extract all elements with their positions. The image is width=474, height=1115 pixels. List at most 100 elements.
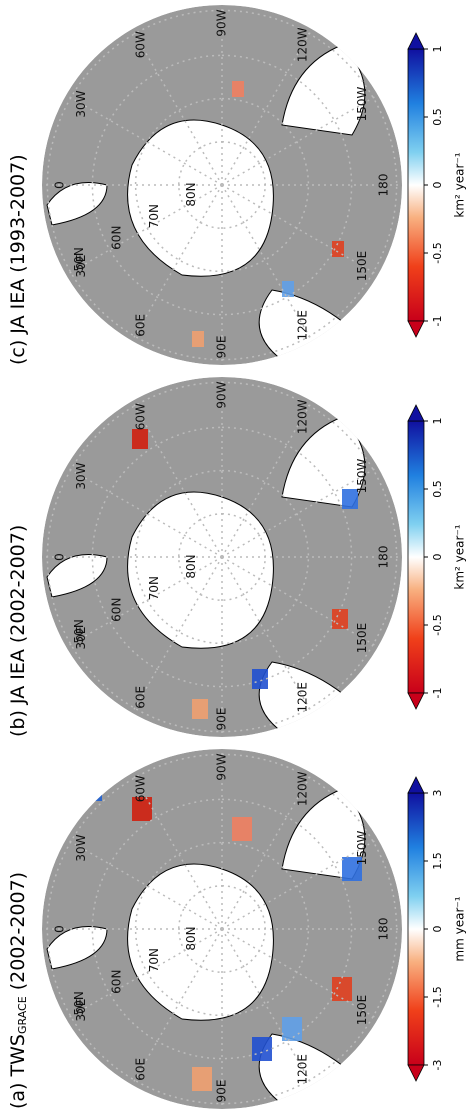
latitude-circle (134, 841, 310, 1017)
panel: (a) TWSGRACE (2002-2007) 0 30W 60W 90W 120W 15… (7, 749, 467, 1109)
longitude-label: 30W (74, 90, 88, 117)
meridian (65, 466, 223, 558)
colorbar-tick-label: 1 (431, 46, 444, 53)
longitude-label: 90W (215, 753, 229, 780)
latitude-label: 60N (109, 226, 123, 250)
colorbar-tick-label: 1.5 (431, 852, 444, 870)
colorbar-tick-label: -1 (431, 688, 444, 699)
anomaly-patch (82, 41, 94, 57)
colorbar-tick-label: -1.5 (431, 986, 444, 1007)
meridian (65, 838, 223, 930)
longitude-label: 120W (296, 399, 310, 434)
rotated-figure: (a) TWSGRACE (2002-2007) 030W60W90W120W15… (7, 5, 467, 1109)
latitude-label: 70N (147, 204, 161, 228)
anomaly-patch (232, 81, 244, 97)
panel-title: (c) JA IEA (1993-2007) (7, 154, 29, 365)
anomaly-patch (192, 331, 204, 347)
anomaly-patch (332, 241, 344, 257)
longitude-label: 60E (134, 686, 148, 709)
colorbar-extend-low (407, 1064, 425, 1082)
longitude-label: 120E (296, 310, 310, 341)
longitude-label: 0 (53, 181, 67, 189)
colorbar-tick-label: 0 (431, 554, 444, 561)
anomaly-patch (132, 797, 152, 821)
colorbar-tick-label: 3 (431, 790, 444, 797)
latitude-label: 70N (147, 948, 161, 972)
anomaly-patch (332, 977, 352, 1001)
longitude-label: 30E (74, 627, 88, 650)
latitude-label: 50N (72, 991, 86, 1015)
latitude-label: 80N (184, 182, 198, 206)
meridian (65, 556, 223, 648)
latitude-label: 70N (147, 576, 161, 600)
anomaly-patch (342, 857, 362, 881)
anomaly-patch (192, 1067, 212, 1091)
meridian (221, 838, 379, 930)
longitude-label: 120E (296, 1054, 310, 1085)
meridian (221, 466, 379, 558)
colorbar-extend-high (407, 776, 425, 794)
colorbar-extend-low (407, 320, 425, 338)
latitude-label: 60N (109, 598, 123, 622)
anomaly-patch (252, 1037, 272, 1061)
longitude-label: 120E (296, 682, 310, 713)
colorbar-tick-label: 0.5 (431, 108, 444, 126)
longitude-label: 60E (134, 1058, 148, 1081)
anomaly-patch (282, 281, 294, 297)
colorbar-tick-label: -1 (431, 316, 444, 327)
anomaly-patch (82, 777, 102, 801)
longitude-label: 30E (74, 999, 88, 1022)
longitude-label: 150E (355, 995, 369, 1026)
anomaly-patch (282, 1017, 302, 1041)
colorbar-extend-high (407, 32, 425, 50)
colorbar (407, 420, 425, 694)
colorbar (407, 48, 425, 322)
longitude-label: 150W (355, 86, 369, 121)
panel-title: (b) JA IEA (2002-2007) (7, 525, 29, 737)
longitude-label: 120W (296, 771, 310, 806)
colorbar-tick-label: 0 (431, 182, 444, 189)
colorbar-unit: km² year⁻¹ (453, 524, 467, 589)
longitude-label: 30W (74, 834, 88, 861)
colorbar-extend-low (407, 692, 425, 710)
longitude-label: 150E (355, 623, 369, 654)
title-text: (2002-2007) (7, 872, 29, 996)
longitude-label: 120W (296, 27, 310, 62)
longitude-label: 30E (74, 255, 88, 278)
longitude-label: 60W (134, 31, 148, 58)
meridian (65, 94, 223, 186)
latitude-circle (91, 426, 353, 688)
colorbar-tick-label: -0.5 (431, 614, 444, 635)
latitude-circle (134, 469, 310, 645)
latitude-circle (91, 798, 353, 1060)
latitude-label: 60N (109, 970, 123, 994)
panel-title: (a) TWSGRACE (2002-2007) (7, 872, 30, 1109)
longitude-label: 90W (215, 9, 229, 36)
anomaly-patch (192, 699, 208, 719)
colorbar-unit: mm year⁻¹ (453, 896, 467, 961)
latitude-label: 80N (184, 926, 198, 950)
longitude-label: 180 (377, 174, 391, 197)
anomaly-patch (232, 817, 252, 841)
meridian (221, 928, 379, 1020)
panel: (c) JA IEA (1993-2007) 0 30W 60W 90W 120W 150W… (7, 5, 467, 365)
anomaly-patch (342, 489, 358, 509)
meridian (65, 928, 223, 1020)
longitude-label: 180 (377, 918, 391, 941)
panel: (b) JA IEA (2002-2007) 0 30W 60W 90W 120W 150W… (7, 377, 467, 737)
title-text: (b) JA IEA (2002-2007) (7, 525, 29, 737)
anomaly-patch (132, 429, 148, 449)
longitude-label: 90W (215, 381, 229, 408)
title-subscript: GRACE (16, 996, 29, 1034)
meridian (221, 184, 379, 276)
latitude-circle (134, 97, 310, 273)
colorbar (407, 792, 425, 1066)
meridian (221, 556, 379, 648)
longitude-label: 60E (134, 314, 148, 337)
title-text: (a) TWS (7, 1034, 29, 1109)
colorbar-extend-high (407, 404, 425, 422)
meridian (65, 184, 223, 276)
longitude-label: 60W (134, 775, 148, 802)
anomaly-patch (332, 609, 348, 629)
